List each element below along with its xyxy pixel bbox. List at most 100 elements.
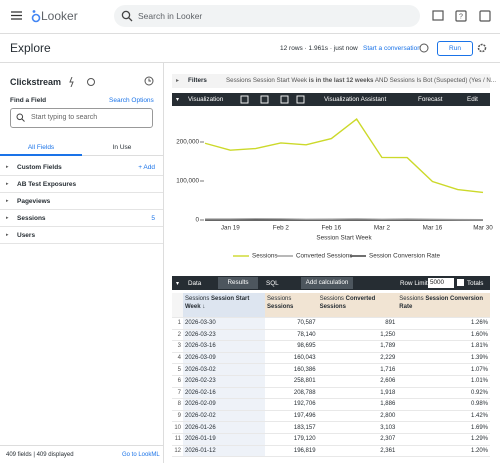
table-cell: 192,706 [265, 398, 318, 411]
table-row: 4 2026-03-09 160,043 2,229 1.39% [172, 352, 490, 365]
help-icon[interactable] [419, 43, 429, 53]
logo-icon [31, 10, 41, 23]
results-tab[interactable]: Results [218, 277, 258, 289]
header-row: Sessions Session Start Week ↓ Sessions Se… [172, 293, 490, 318]
series-line [204, 218, 484, 221]
table-cell: 1.26% [397, 317, 490, 330]
x-tick-label: Feb 2 [273, 225, 290, 232]
filters-bar[interactable] [172, 74, 490, 88]
table-row: 10 2026-01-26 183,157 3,103 1.69% [172, 421, 490, 434]
field-count-badge: 5 [151, 215, 155, 222]
totals-checkbox[interactable] [457, 279, 464, 286]
filter-field: Sessions Session Start Week [226, 77, 308, 84]
legend-label: Sessions [252, 253, 278, 260]
filter-field: Sessions Is Bot (Suspected) (Yes / N... [389, 77, 497, 84]
header-field: Session Conversion Rate [399, 296, 483, 310]
model-name: Clickstream [10, 77, 62, 87]
table-cell: 1.69% [397, 421, 490, 434]
row-limit-input[interactable]: 5000 [428, 278, 454, 288]
tab[interactable]: In Use [112, 144, 132, 151]
group-label: Users [17, 232, 36, 239]
header-view: Sessions [185, 296, 210, 302]
column-header[interactable]: Sessions Sessions [265, 293, 318, 318]
field-count: 409 fields | 409 displayed [6, 452, 74, 458]
table-cell: 1,918 [317, 387, 398, 400]
table-cell: 1,789 [317, 340, 398, 353]
lookml-link[interactable]: Go to LookML [122, 452, 160, 458]
table-cell: 2026-03-09 [183, 352, 266, 365]
column-header[interactable]: Sessions Converted Sessions [317, 293, 398, 318]
row-number: 3 [172, 340, 183, 353]
x-tick-label: Jan 19 [221, 225, 240, 232]
menu-icon[interactable] [11, 11, 22, 20]
row-number: 8 [172, 398, 183, 411]
table-cell: 2026-01-12 [183, 445, 266, 458]
expand-arrow: ▾ [176, 281, 180, 287]
row-number: 10 [172, 421, 183, 434]
x-axis-title: Session Start Week [316, 235, 372, 242]
edit-button[interactable]: Edit [467, 96, 478, 103]
field-group[interactable]: ▸ Users [0, 227, 163, 244]
x-tick-label: Mar 16 [423, 225, 443, 232]
search-box[interactable] [114, 5, 420, 27]
forecast-button[interactable]: Forecast [418, 96, 443, 103]
field-group[interactable]: ▸ AB Test Exposures [0, 176, 163, 193]
table-cell: 179,120 [265, 433, 318, 446]
field-search-icon [16, 113, 25, 122]
table-cell: 2026-02-16 [183, 387, 266, 400]
column-header[interactable]: Sessions Session Start Week ↓ [183, 293, 266, 318]
table-cell: 160,043 [265, 352, 318, 365]
conversation-link[interactable]: Start a conversation [363, 45, 421, 52]
expand-arrow: ▸ [6, 215, 9, 221]
table-cell: 2,307 [317, 433, 398, 446]
row-number: 4 [172, 352, 183, 365]
table-cell: 2026-03-16 [183, 340, 266, 353]
table-cell: 1,716 [317, 363, 398, 376]
search-options[interactable]: Search Options [109, 97, 154, 104]
table-cell: 2026-03-23 [183, 329, 266, 342]
row-number: 7 [172, 387, 183, 400]
table-cell: 70,587 [265, 317, 318, 330]
settings-icon[interactable] [477, 43, 487, 53]
table-cell: 2026-03-02 [183, 363, 266, 376]
logo: Looker [41, 9, 78, 23]
x-tick-label: Mar 2 [374, 225, 391, 232]
sort-indicator: ↓ [202, 304, 206, 310]
viz-assistant[interactable]: Visualization Assistant [324, 96, 387, 103]
table-cell: 1,886 [317, 398, 398, 411]
field-search[interactable] [10, 108, 153, 128]
group-label: AB Test Exposures [17, 181, 77, 188]
row-number: 12 [172, 445, 183, 458]
sql-tab[interactable]: SQL [266, 280, 279, 287]
header-field: Sessions [267, 304, 294, 310]
table-cell: 1.20% [397, 445, 490, 458]
table-row: 2 2026-03-23 78,140 1,250 1.60% [172, 329, 490, 342]
column-header[interactable]: Sessions Session Conversion Rate [397, 293, 490, 318]
history-icon[interactable] [144, 76, 154, 86]
table: Sessions Session Start Week ↓ Sessions Se… [172, 293, 490, 458]
top-icons[interactable]: ? [432, 10, 494, 22]
tab[interactable]: All Fields [27, 144, 55, 151]
model-icons[interactable] [69, 77, 99, 87]
visualization-bar[interactable] [172, 93, 490, 106]
table-row: 3 2026-03-16 98,695 1,789 1.81% [172, 340, 490, 353]
table-cell: 1.39% [397, 352, 490, 365]
field-group[interactable]: ▸ Pageviews [0, 193, 163, 210]
header-field: Converted Sessions [319, 296, 376, 310]
table-cell: 1.01% [397, 375, 490, 388]
row-number: 1 [172, 317, 183, 330]
add-action[interactable]: + Add [138, 164, 155, 171]
table-cell: 2,229 [317, 352, 398, 365]
table-row: 7 2026-02-16 208,788 1,918 0.92% [172, 387, 490, 400]
field-group[interactable]: ▸ Custom Fields + Add [0, 159, 163, 176]
table-cell: 208,788 [265, 387, 318, 400]
add-calculation[interactable]: Add calculation [301, 277, 353, 289]
expand-arrow: ▸ [6, 232, 9, 238]
chart-type-icons[interactable] [240, 95, 310, 104]
field-group[interactable]: ▸ Sessions 5 [0, 210, 163, 227]
search-placeholder: Search in Looker [138, 11, 203, 21]
table-row: 12 2026-01-12 196,819 2,361 1.20% [172, 445, 490, 458]
run-button[interactable]: Run [437, 41, 473, 56]
explore-header [0, 34, 500, 63]
